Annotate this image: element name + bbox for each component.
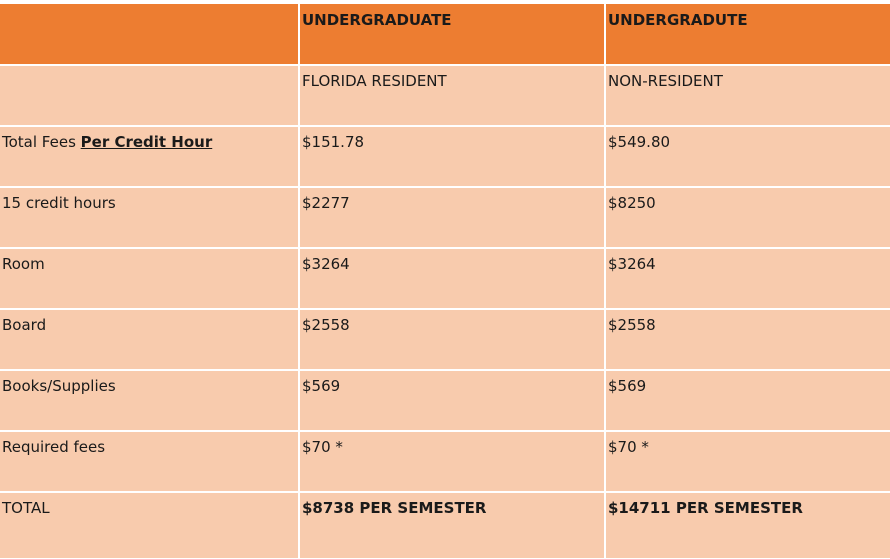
cell-resident: $2277 <box>298 186 605 248</box>
table-row: Books/Supplies $569 $569 <box>0 369 890 431</box>
fee-table-container: UNDERGRADUATE UNDERGRADUTE FLORIDA RESID… <box>0 4 890 559</box>
table-row: Board $2558 $2558 <box>0 308 890 370</box>
row-label: Board <box>0 308 299 370</box>
cell-nonresident: $2558 <box>604 308 890 370</box>
table-row: Required fees $70 * $70 * <box>0 430 890 492</box>
cell-nonresident: $70 * <box>604 430 890 492</box>
cell-nonresident: $549.80 <box>604 125 890 187</box>
header-cell-undergraduate: UNDERGRADUATE <box>298 4 605 65</box>
cell-nonresident: $3264 <box>604 247 890 309</box>
cell-nonresident: $569 <box>604 369 890 431</box>
subheader-row: FLORIDA RESIDENT NON-RESIDENT <box>0 64 890 126</box>
table-row: 15 credit hours $2277 $8250 <box>0 186 890 248</box>
subheader-florida-resident: FLORIDA RESIDENT <box>298 64 605 126</box>
total-resident: $8738 PER SEMESTER <box>298 491 605 558</box>
total-nonresident: $14711 PER SEMESTER <box>604 491 890 558</box>
row-label: Room <box>0 247 299 309</box>
row-label: Books/Supplies <box>0 369 299 431</box>
row-label-per-credit: Total Fees Per Credit Hour <box>0 125 299 187</box>
table-row-per-credit: Total Fees Per Credit Hour $151.78 $549.… <box>0 125 890 187</box>
cell-resident: $2558 <box>298 308 605 370</box>
cell-resident: $70 * <box>298 430 605 492</box>
subheader-cell-empty <box>0 64 299 126</box>
header-cell-empty <box>0 4 299 65</box>
header-row: UNDERGRADUATE UNDERGRADUTE <box>0 4 890 65</box>
fee-table: UNDERGRADUATE UNDERGRADUTE FLORIDA RESID… <box>0 4 890 558</box>
subheader-non-resident: NON-RESIDENT <box>604 64 890 126</box>
cell-resident: $151.78 <box>298 125 605 187</box>
label-prefix: Total Fees <box>2 133 81 151</box>
cell-resident: $569 <box>298 369 605 431</box>
header-cell-undergradute: UNDERGRADUTE <box>604 4 890 65</box>
total-label: TOTAL <box>0 491 299 558</box>
row-label: 15 credit hours <box>0 186 299 248</box>
total-row: TOTAL $8738 PER SEMESTER $14711 PER SEME… <box>0 491 890 558</box>
cell-nonresident: $8250 <box>604 186 890 248</box>
cell-resident: $3264 <box>298 247 605 309</box>
label-emphasis: Per Credit Hour <box>80 133 213 151</box>
table-row: Room $3264 $3264 <box>0 247 890 309</box>
row-label: Required fees <box>0 430 299 492</box>
